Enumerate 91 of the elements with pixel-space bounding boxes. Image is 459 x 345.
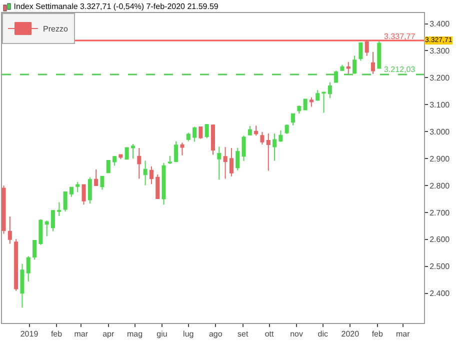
candlestick <box>303 98 308 111</box>
candlestick <box>2 185 6 234</box>
candlestick <box>352 55 357 74</box>
candlestick <box>254 125 258 136</box>
ref-line-label: 3.212,03 <box>384 65 416 74</box>
candlestick <box>76 182 80 193</box>
candlestick <box>137 148 142 180</box>
candlestick <box>334 70 338 83</box>
candlestick <box>69 186 74 198</box>
candlestick <box>229 148 234 177</box>
candlestick <box>248 125 252 136</box>
chart-title: Index Settimanale 3.327,71 (-0,54%) 7-feb-2020 21.59.59 <box>14 2 219 12</box>
x-tick-label: 2019 <box>20 330 39 339</box>
candlestick <box>260 131 264 146</box>
candlestick <box>124 147 129 160</box>
candlestick <box>180 142 184 156</box>
x-tick-label: feb <box>50 330 63 339</box>
candlestick <box>198 126 203 140</box>
x-tick-label: set <box>238 330 250 339</box>
candlestick <box>106 160 110 174</box>
y-tick-label: 2.600 <box>430 235 450 244</box>
candlestick <box>204 124 209 139</box>
candlestick <box>358 42 363 62</box>
y-tick-label: 2.400 <box>430 289 450 298</box>
candlestick <box>266 133 270 172</box>
candlestick <box>8 216 12 244</box>
candlestick <box>82 184 86 206</box>
candlestick <box>63 191 68 212</box>
x-tick-label: feb <box>372 330 384 339</box>
y-tick-label: 3.100 <box>430 100 450 110</box>
x-tick-label: lug <box>183 330 194 339</box>
candlestick <box>192 126 197 142</box>
candlestick <box>278 130 283 142</box>
candlestick <box>377 40 382 69</box>
y-tick-label: 3.300 <box>430 46 450 56</box>
y-tick-label: 2.700 <box>430 208 450 218</box>
candlestick <box>223 146 228 180</box>
candlestick <box>143 160 148 186</box>
candlestick <box>242 135 246 162</box>
x-tick-label: dic <box>318 330 328 339</box>
x-tick-label: mag <box>126 330 143 339</box>
candlestick <box>88 176 92 204</box>
candlestick <box>50 210 55 232</box>
x-tick-label: nov <box>290 330 303 339</box>
x-tick-label: 2020 <box>341 330 360 339</box>
candlestick <box>297 104 302 114</box>
candlestick <box>217 146 222 180</box>
legend-label: Prezzo <box>43 24 68 34</box>
y-tick-label: 2.900 <box>430 154 450 164</box>
candlestick <box>38 218 43 246</box>
y-tick-label: 3.200 <box>430 74 450 82</box>
candlestick <box>210 124 216 156</box>
candlestick <box>100 175 104 190</box>
ref-line-label: 3.337,77 <box>384 32 416 41</box>
y-tick-label: 3.400 <box>430 20 450 29</box>
x-tick-label: ott <box>264 330 274 339</box>
candlestick <box>346 62 350 75</box>
candlestick <box>316 90 320 102</box>
x-tick-label: apr <box>102 330 114 339</box>
candlestick <box>322 91 326 114</box>
x-tick-label: ago <box>208 330 223 339</box>
candlestick <box>20 263 24 308</box>
candlestick <box>364 40 369 56</box>
candlestick <box>130 144 135 160</box>
candlestick <box>236 147 240 171</box>
x-tick-label: mar <box>396 330 410 339</box>
candlestick <box>26 256 30 282</box>
y-tick-label: 3.000 <box>430 127 450 136</box>
candlestick <box>162 162 166 206</box>
candlestick <box>168 155 172 164</box>
candlestick <box>291 113 296 126</box>
candlestick <box>44 220 49 237</box>
candlestick <box>284 124 289 135</box>
y-tick-label: 2.500 <box>430 262 450 272</box>
candlestick <box>340 64 344 71</box>
candlestick <box>57 202 62 216</box>
candlestick <box>14 238 18 292</box>
x-tick-label: mar <box>74 330 88 339</box>
candlestick <box>94 168 98 186</box>
candlestick <box>328 82 332 99</box>
candlestick <box>174 140 178 163</box>
candlestick <box>272 133 277 162</box>
candlestick <box>371 51 376 74</box>
candlestick <box>156 174 160 200</box>
candlestick <box>32 240 37 260</box>
candlestick <box>149 166 154 185</box>
y-tick-label: 2.800 <box>430 181 450 190</box>
candlestick <box>186 132 190 142</box>
candlestick <box>309 96 314 108</box>
x-tick-label: giu <box>156 330 168 339</box>
candlestick <box>112 155 117 166</box>
